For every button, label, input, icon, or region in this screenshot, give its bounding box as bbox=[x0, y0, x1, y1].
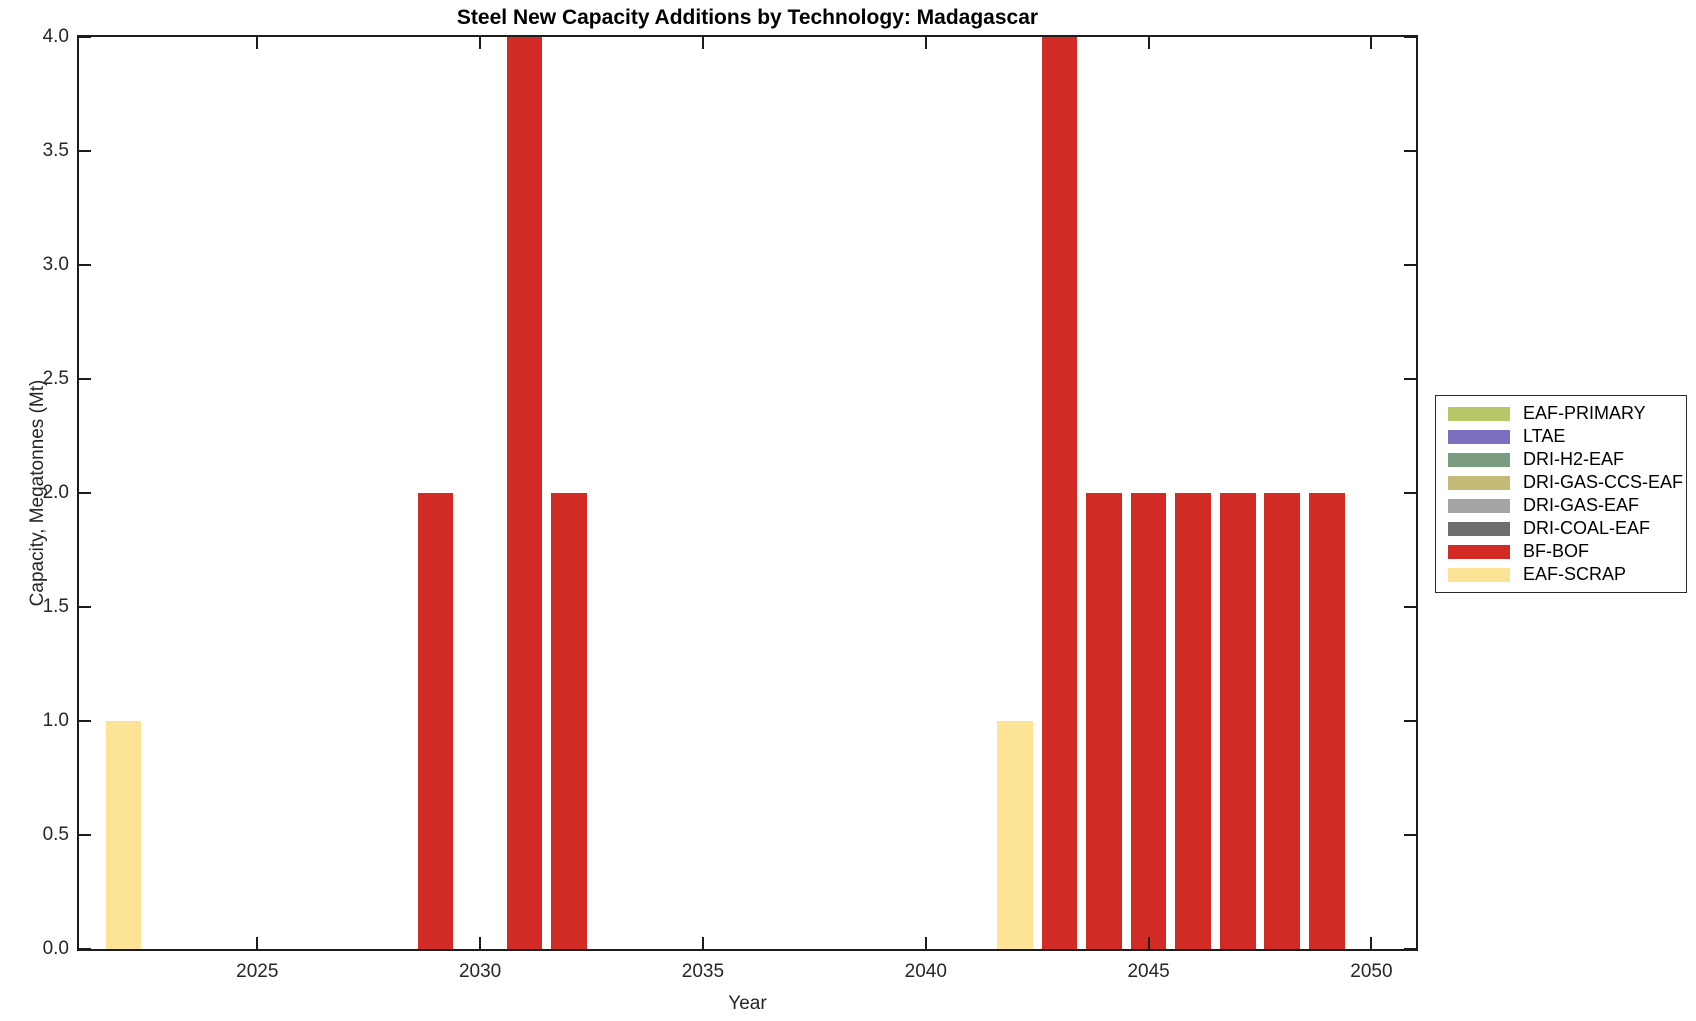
legend-swatch-dri-coal-eaf bbox=[1448, 521, 1510, 536]
y-tick-right-3.0 bbox=[1404, 264, 1416, 266]
legend-swatch-dri-h2-eaf bbox=[1448, 452, 1510, 467]
y-tick-right-2.5 bbox=[1404, 378, 1416, 380]
y-tick-left-3.5 bbox=[79, 150, 91, 152]
x-tick-label-2040: 2040 bbox=[904, 961, 947, 982]
y-axis-label: Capacity, Megatonnes (Mt) bbox=[27, 379, 48, 607]
bar-bf-bof-2029 bbox=[417, 493, 454, 949]
legend-row-dri-coal-eaf: DRI-COAL-EAF bbox=[1448, 517, 1686, 540]
x-tick-label-2030: 2030 bbox=[458, 961, 502, 982]
y-tick-right-3.5 bbox=[1404, 150, 1416, 152]
legend-swatch-bf-bof bbox=[1448, 544, 1510, 559]
y-tick-right-1.5 bbox=[1404, 606, 1416, 608]
y-tick-label-1.0: 1.0 bbox=[42, 710, 69, 731]
y-tick-left-2.0 bbox=[79, 492, 91, 494]
y-tick-label-3.5: 3.5 bbox=[42, 140, 69, 161]
y-tick-right-2.0 bbox=[1404, 492, 1416, 494]
legend-label-eaf-primary: EAF-PRIMARY bbox=[1523, 403, 1646, 423]
x-axis-label: Year bbox=[728, 993, 767, 1014]
x-tick-top-2025 bbox=[256, 37, 259, 49]
x-tick-bottom-2040 bbox=[924, 937, 927, 949]
x-tick-bottom-2030 bbox=[479, 937, 482, 949]
legend-row-dri-gas-ccs-eaf: DRI-GAS-CCS-EAF bbox=[1448, 471, 1686, 494]
bar-bf-bof-2045 bbox=[1130, 493, 1167, 949]
bar-bf-bof-2032 bbox=[551, 493, 588, 949]
legend: EAF-PRIMARY LTAE DRI-H2-EAF DRI-GAS-CCS-EAF… bbox=[1435, 395, 1687, 593]
y-tick-right-4.0 bbox=[1404, 36, 1416, 38]
bar-eaf-scrap-2042 bbox=[997, 721, 1033, 949]
legend-row-dri-h2-eaf: DRI-H2-EAF bbox=[1448, 448, 1686, 471]
y-tick-right-0.0 bbox=[1404, 948, 1416, 950]
y-tick-left-1.0 bbox=[79, 720, 91, 722]
bar-bf-bof-2043 bbox=[1041, 37, 1078, 949]
legend-label-dri-coal-eaf: DRI-COAL-EAF bbox=[1523, 518, 1651, 538]
legend-label-dri-h2-eaf: DRI-H2-EAF bbox=[1523, 449, 1625, 469]
y-tick-label-2.0: 2.0 bbox=[42, 482, 69, 503]
legend-label-ltae: LTAE bbox=[1523, 426, 1566, 446]
plot-inner: 2025 2030 2035 2040 2045 2050 0.0 0.5 1.0 1.5 2.0 2… bbox=[43, 26, 1416, 982]
legend-row-dri-gas-eaf: DRI-GAS-EAF bbox=[1448, 494, 1686, 517]
bar-bf-bof-2049 bbox=[1309, 493, 1345, 949]
y-tick-left-3.0 bbox=[79, 264, 91, 266]
x-tick-bottom-2025 bbox=[256, 937, 259, 949]
y-tick-left-0.0 bbox=[79, 948, 91, 950]
legend-row-ltae: LTAE bbox=[1448, 425, 1686, 448]
y-tick-left-2.5 bbox=[79, 378, 91, 380]
bar-bf-bof-2046 bbox=[1175, 493, 1211, 949]
chart-title: Steel New Capacity Additions by Technolo… bbox=[456, 6, 1039, 29]
y-tick-right-0.5 bbox=[1404, 834, 1416, 836]
x-tick-top-2045 bbox=[1147, 37, 1150, 49]
y-tick-label-2.5: 2.5 bbox=[42, 368, 69, 389]
x-tick-bottom-2045 bbox=[1147, 937, 1150, 949]
bar-bf-bof-2031 bbox=[506, 37, 543, 949]
x-tick-label-2035: 2035 bbox=[681, 961, 725, 982]
bar-bf-bof-2047 bbox=[1219, 493, 1256, 949]
x-tick-top-2040 bbox=[924, 37, 927, 49]
legend-row-bf-bof: BF-BOF bbox=[1448, 540, 1686, 563]
y-tick-left-0.5 bbox=[79, 834, 91, 836]
plot-area: 2025 2030 2035 2040 2045 2050 0.0 0.5 1.0 1.5 2.0 2… bbox=[27, 26, 1418, 1014]
x-tick-top-2030 bbox=[479, 37, 482, 49]
y-tick-label-1.5: 1.5 bbox=[42, 596, 69, 617]
x-tick-label-2050: 2050 bbox=[1350, 961, 1393, 982]
x-tick-top-2035 bbox=[701, 37, 704, 49]
legend-label-eaf-scrap: EAF-SCRAP bbox=[1523, 564, 1627, 584]
legend-label-dri-gas-eaf: DRI-GAS-EAF bbox=[1523, 495, 1640, 515]
y-tick-label-0.0: 0.0 bbox=[42, 938, 69, 959]
legend-row-eaf-primary: EAF-PRIMARY bbox=[1448, 402, 1686, 425]
bar-bf-bof-2048 bbox=[1264, 493, 1301, 949]
legend-swatch-eaf-scrap bbox=[1448, 567, 1510, 582]
x-tick-top-2050 bbox=[1370, 37, 1373, 49]
legend-swatch-ltae bbox=[1448, 429, 1510, 444]
y-tick-label-3.0: 3.0 bbox=[42, 254, 69, 275]
y-tick-right-1.0 bbox=[1404, 720, 1416, 722]
x-tick-bottom-2050 bbox=[1370, 937, 1373, 949]
legend-row-eaf-scrap: EAF-SCRAP bbox=[1448, 563, 1686, 586]
y-tick-label-4.0: 4.0 bbox=[42, 26, 69, 47]
x-tick-label-2025: 2025 bbox=[236, 961, 279, 982]
y-tick-left-4.0 bbox=[79, 36, 91, 38]
legend-swatch-dri-gas-ccs-eaf bbox=[1448, 475, 1510, 490]
legend-label-dri-gas-ccs-eaf: DRI-GAS-CCS-EAF bbox=[1523, 472, 1684, 492]
legend-swatch-eaf-primary bbox=[1448, 406, 1510, 421]
x-tick-label-2045: 2045 bbox=[1127, 961, 1170, 982]
bar-bf-bof-2044 bbox=[1086, 493, 1122, 949]
y-tick-label-0.5: 0.5 bbox=[42, 824, 69, 845]
legend-label-bf-bof: BF-BOF bbox=[1523, 541, 1589, 561]
x-tick-bottom-2035 bbox=[701, 937, 704, 949]
bar-eaf-scrap-2022 bbox=[105, 721, 142, 949]
legend-swatch-dri-gas-eaf bbox=[1448, 498, 1510, 513]
y-tick-left-1.5 bbox=[79, 606, 91, 608]
